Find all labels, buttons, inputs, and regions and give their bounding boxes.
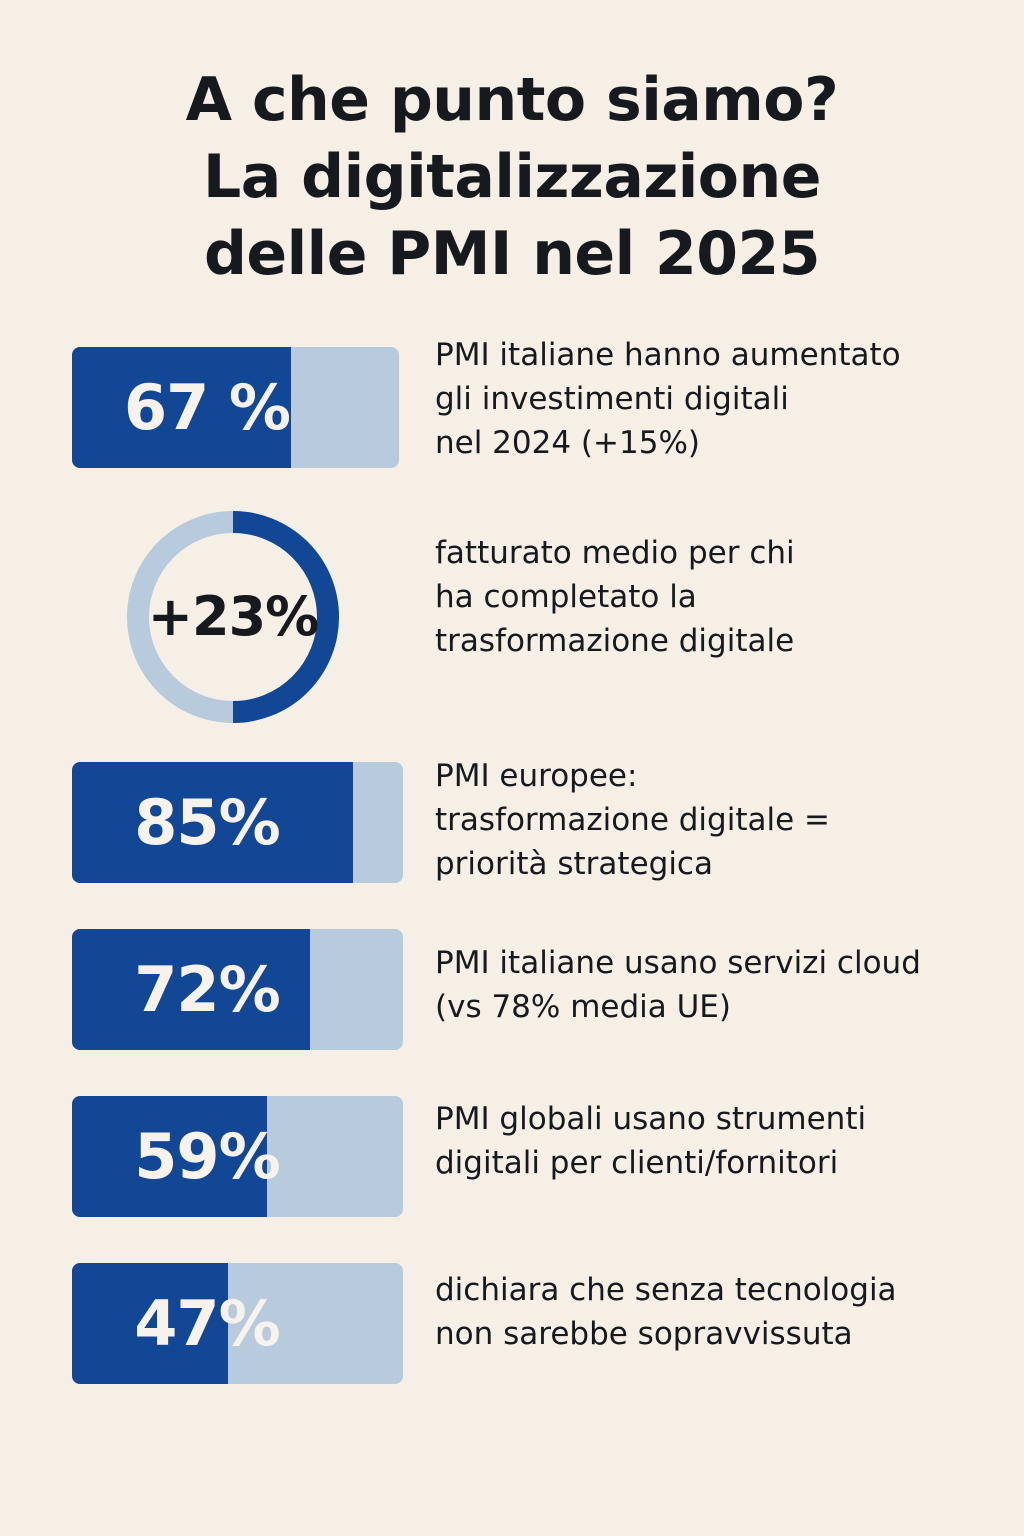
- title-line-3: delle PMI nel 2025: [203, 219, 821, 289]
- stat-bar-fill: [72, 762, 354, 883]
- stat-description-1: PMI italiane hanno aumentato gli investi…: [435, 333, 995, 465]
- stat-bar-fill: [72, 929, 311, 1050]
- stat-description-line: PMI italiane hanno aumentato: [435, 337, 901, 373]
- stat-value: 47%: [134, 1287, 280, 1360]
- stat-donut: [127, 511, 339, 723]
- stat-bar-72: 72%: [72, 929, 403, 1050]
- stat-description-line: fatturato medio per chi: [435, 535, 795, 571]
- stat-value: 59%: [134, 1120, 280, 1193]
- title-line-2: La digitalizzazione: [203, 142, 821, 212]
- stat-value: 67 %: [124, 371, 291, 444]
- stat-description-line: gli investimenti digitali: [435, 381, 789, 417]
- stat-value: +23%: [147, 585, 320, 648]
- stat-description-line: nel 2024 (+15%): [435, 425, 700, 461]
- stat-bar-85: 85%: [72, 762, 403, 883]
- stat-description-line: PMI globali usano strumenti: [435, 1101, 867, 1137]
- stat-description-line: dichiara che senza tecnologia: [435, 1272, 897, 1308]
- stat-bar-fill: [72, 347, 292, 468]
- stat-description-line: trasformazione digitale: [435, 623, 795, 659]
- stat-description-line: non sarebbe sopravvissuta: [435, 1316, 853, 1352]
- stat-bar-fill: [72, 1263, 228, 1384]
- stat-description-line: trasformazione digitale =: [435, 802, 830, 838]
- stat-bar-fill: [72, 1096, 268, 1217]
- title-line-1: A che punto siamo?: [185, 65, 839, 135]
- stat-description-line: digitali per clienti/fornitori: [435, 1145, 839, 1181]
- stat-description-line: (vs 78% media UE): [435, 989, 731, 1025]
- stat-description-3: PMI europee: trasformazione digitale = p…: [435, 754, 995, 886]
- stat-bar-47: 47%: [72, 1263, 403, 1384]
- stat-description-2: fatturato medio per chi ha completato la…: [435, 531, 995, 663]
- stat-description-5: PMI globali usano strumenti digitali per…: [435, 1097, 995, 1185]
- stat-bar-67: 67 %: [72, 347, 399, 468]
- stat-bar-59: 59%: [72, 1096, 403, 1217]
- page-title: A che punto siamo? La digitalizzazione d…: [0, 62, 1024, 293]
- stat-description-line: priorità strategica: [435, 846, 713, 882]
- stat-description-4: PMI italiane usano servizi cloud (vs 78%…: [435, 941, 995, 1029]
- stat-value: 85%: [134, 786, 280, 859]
- stat-description-6: dichiara che senza tecnologia non sarebb…: [435, 1268, 995, 1356]
- donut-progress-arc: [232, 511, 339, 723]
- stat-description-line: PMI italiane usano servizi cloud: [435, 945, 921, 981]
- stat-value: 72%: [134, 953, 280, 1026]
- stat-description-line: PMI europee:: [435, 758, 638, 794]
- stat-description-line: ha completato la: [435, 579, 697, 615]
